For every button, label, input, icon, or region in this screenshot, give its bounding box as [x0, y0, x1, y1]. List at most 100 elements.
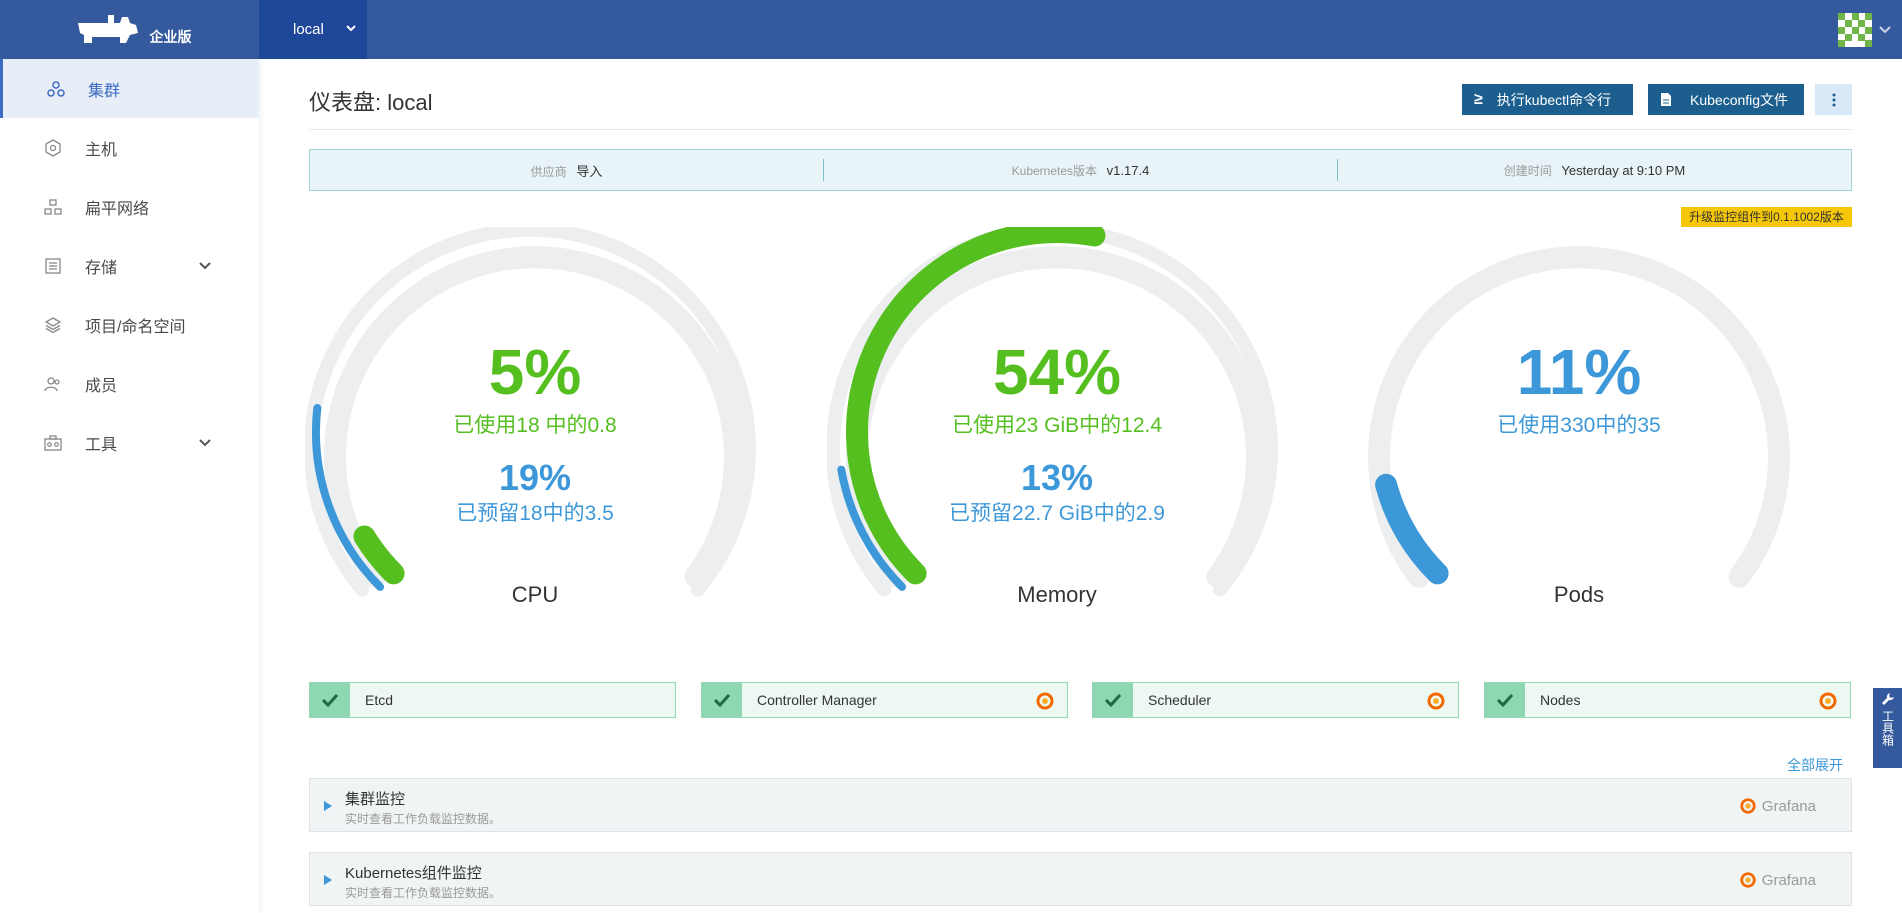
toolbox-label: 工具箱 [1880, 710, 1895, 746]
cluster-info-bar: 供应商 导入 Kubernetes版本 v1.17.4 创建时间 Yesterd… [309, 149, 1852, 191]
component-nodes: Nodes [1484, 682, 1851, 718]
sidebar-item-label: 存储 [85, 259, 118, 277]
component-name: Controller Manager [757, 692, 877, 708]
gauge-track-inner [324, 246, 746, 588]
toolbox-tab[interactable]: 工具箱 [1873, 688, 1902, 768]
caret-right-icon [324, 801, 332, 811]
sidebar-item-label: 项目/命名空间 [85, 318, 186, 336]
sidebar-item-members[interactable]: 成员 [0, 354, 259, 413]
top-header: 企业版 local [0, 0, 1902, 59]
kubeconfig-button[interactable]: Kubeconfig文件 [1648, 84, 1804, 115]
cpu-reserved-arc [311, 404, 385, 591]
memory-used-percent: 54% [992, 336, 1122, 408]
sidebar-item-cluster[interactable]: 集群 [0, 59, 259, 118]
cluster-monitoring-panel[interactable]: 集群监控 实时查看工作负载监控数据。 Grafana [309, 778, 1852, 832]
created-info: 创建时间 Yesterday at 9:10 PM [1338, 162, 1851, 179]
dashboard-main: 仪表盘: local ≥ 执行kubectl命令行 Kubeconfig文件 供… [259, 59, 1902, 913]
storage-icon [45, 258, 61, 274]
sidebar-item-label: 扁平网络 [85, 200, 150, 218]
grafana-link[interactable]: Grafana [1739, 871, 1816, 889]
cluster-switcher[interactable]: local [259, 0, 367, 59]
component-controller-manager: Controller Manager [701, 682, 1068, 718]
more-vertical-icon [1832, 93, 1835, 106]
cpu-used-percent: 5% [488, 336, 582, 408]
grafana-icon[interactable] [1426, 691, 1446, 711]
provider-info: 供应商 导入 [310, 161, 823, 180]
grafana-icon [1740, 798, 1756, 814]
panel-title: Kubernetes组件监控 [345, 865, 482, 882]
sidebar-item-storage[interactable]: 存储 [0, 236, 259, 295]
wrench-icon [1881, 693, 1894, 705]
component-name: Etcd [365, 692, 394, 708]
info-divider [823, 159, 824, 181]
sidebar-item-network[interactable]: 扁平网络 [0, 177, 259, 236]
edition-label: 企业版 [149, 28, 192, 45]
gauge-track [1368, 246, 1790, 588]
cpu-reserved-percent: 19% [498, 457, 572, 498]
check-icon [1485, 683, 1525, 717]
caret-right-icon [324, 875, 332, 885]
grafana-icon[interactable] [1818, 691, 1838, 711]
file-icon [1661, 93, 1671, 106]
sidebar-item-label: 成员 [85, 377, 118, 395]
brand-logo[interactable]: 企业版 [0, 0, 259, 59]
grafana-icon [1740, 872, 1756, 888]
cpu-reserved-text: 已预留18中的3.5 [456, 502, 614, 525]
sidebar: 集群 主机 扁平网络 存储 项目/命名空间 成员 工具 [0, 59, 259, 913]
expand-all-link[interactable]: 全部展开 [1787, 757, 1843, 773]
layers-icon [44, 317, 62, 334]
memory-reserved-arc [837, 465, 907, 591]
cluster-name: local [293, 21, 324, 38]
k8s-component-monitoring-panel[interactable]: Kubernetes组件监控 实时查看工作负载监控数据。 Grafana [309, 852, 1852, 906]
created-label: 创建时间 [1503, 163, 1552, 178]
cpu-gauge-label: CPU [511, 582, 559, 607]
component-name: Nodes [1540, 692, 1581, 708]
memory-gauge-arcs [827, 227, 1278, 597]
sidebar-item-host[interactable]: 主机 [0, 118, 259, 177]
component-etcd: Etcd [309, 682, 676, 718]
grafana-label: Grafana [1761, 797, 1816, 815]
memory-reserved-text: 已预留22.7 GiB中的2.9 [949, 502, 1165, 525]
cpu-used-arc [353, 525, 405, 585]
upgrade-monitoring-badge[interactable]: 升级监控组件到0.1.1002版本 [1681, 207, 1852, 227]
sidebar-item-label: 主机 [85, 141, 118, 159]
host-icon [45, 139, 61, 157]
chevron-down-icon [1879, 25, 1891, 33]
cpu-gauge-arcs [305, 227, 756, 597]
sidebar-item-label: 集群 [88, 82, 121, 100]
k8s-version-value: v1.17.4 [1106, 162, 1150, 178]
tools-icon [44, 435, 62, 451]
pods-gauge-arcs [1368, 246, 1790, 588]
memory-reserved-percent: 13% [1020, 457, 1094, 498]
more-actions-button[interactable] [1815, 84, 1852, 115]
kubectl-shell-button[interactable]: ≥ 执行kubectl命令行 [1462, 84, 1633, 115]
check-icon [1093, 683, 1133, 717]
network-icon [44, 199, 62, 215]
chevron-down-icon [199, 439, 211, 447]
created-value: Yesterday at 9:10 PM [1561, 162, 1686, 178]
panel-title: 集群监控 [345, 791, 406, 808]
pods-used-text: 已使用330中的35 [1497, 414, 1661, 437]
title-divider [309, 129, 1852, 130]
provider-label: 供应商 [530, 164, 567, 179]
grafana-link[interactable]: Grafana [1739, 797, 1816, 815]
cow-logo-icon [77, 14, 138, 43]
grafana-icon[interactable] [1035, 691, 1055, 711]
pods-used-percent: 11% [1516, 336, 1642, 408]
avatar-icon [1838, 12, 1872, 47]
panel-subtitle: 实时查看工作负载监控数据。 [345, 812, 502, 826]
kubeconfig-button-label: Kubeconfig文件 [1690, 91, 1789, 108]
panel-subtitle: 实时查看工作负载监控数据。 [345, 886, 502, 900]
sidebar-item-tools[interactable]: 工具 [0, 413, 259, 472]
sidebar-item-projects[interactable]: 项目/命名空间 [0, 295, 259, 354]
page-title: 仪表盘: local [309, 90, 433, 115]
user-menu[interactable] [1830, 0, 1902, 59]
component-name: Scheduler [1148, 692, 1212, 708]
k8s-version-label: Kubernetes版本 [1011, 163, 1098, 178]
pods-used-arc [1375, 473, 1449, 585]
component-scheduler: Scheduler [1092, 682, 1459, 718]
memory-used-text: 已使用23 GiB中的12.4 [951, 414, 1163, 437]
provider-value: 导入 [576, 163, 603, 179]
pods-gauge-label: Pods [1553, 582, 1605, 607]
memory-used-arc [846, 227, 1106, 585]
